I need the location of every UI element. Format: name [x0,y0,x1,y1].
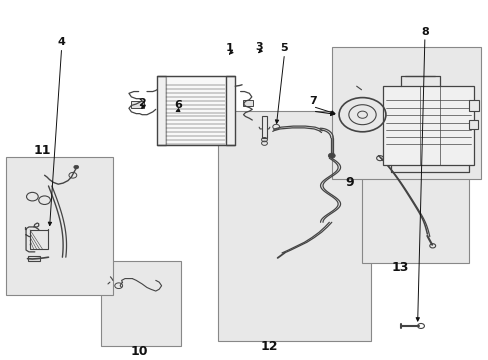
Text: 9: 9 [345,176,353,189]
Bar [27,256,40,261]
Text: 7: 7 [308,96,316,106]
Text: 11: 11 [33,144,51,157]
Text: 4: 4 [58,37,65,48]
Text: 3: 3 [255,42,263,52]
Text: 1: 1 [225,44,233,53]
Bar [361,147,468,262]
Bar [468,100,478,111]
Bar [101,261,181,346]
Bar [242,100,253,106]
Text: 8: 8 [420,27,428,37]
Bar [468,120,477,129]
Text: 12: 12 [260,341,277,354]
Bar [5,157,113,294]
Bar [30,230,48,249]
Bar [157,76,165,145]
Circle shape [74,165,79,169]
Bar [331,47,480,179]
Circle shape [328,153,334,158]
Bar [261,117,267,138]
Bar [217,111,370,341]
Text: 13: 13 [391,261,408,274]
Bar [383,86,473,165]
Bar [165,76,226,145]
Text: 6: 6 [173,100,181,111]
Text: 5: 5 [280,44,288,53]
Text: 2: 2 [138,98,146,108]
Text: 10: 10 [131,345,148,358]
Bar [226,76,235,145]
Bar [131,101,143,108]
